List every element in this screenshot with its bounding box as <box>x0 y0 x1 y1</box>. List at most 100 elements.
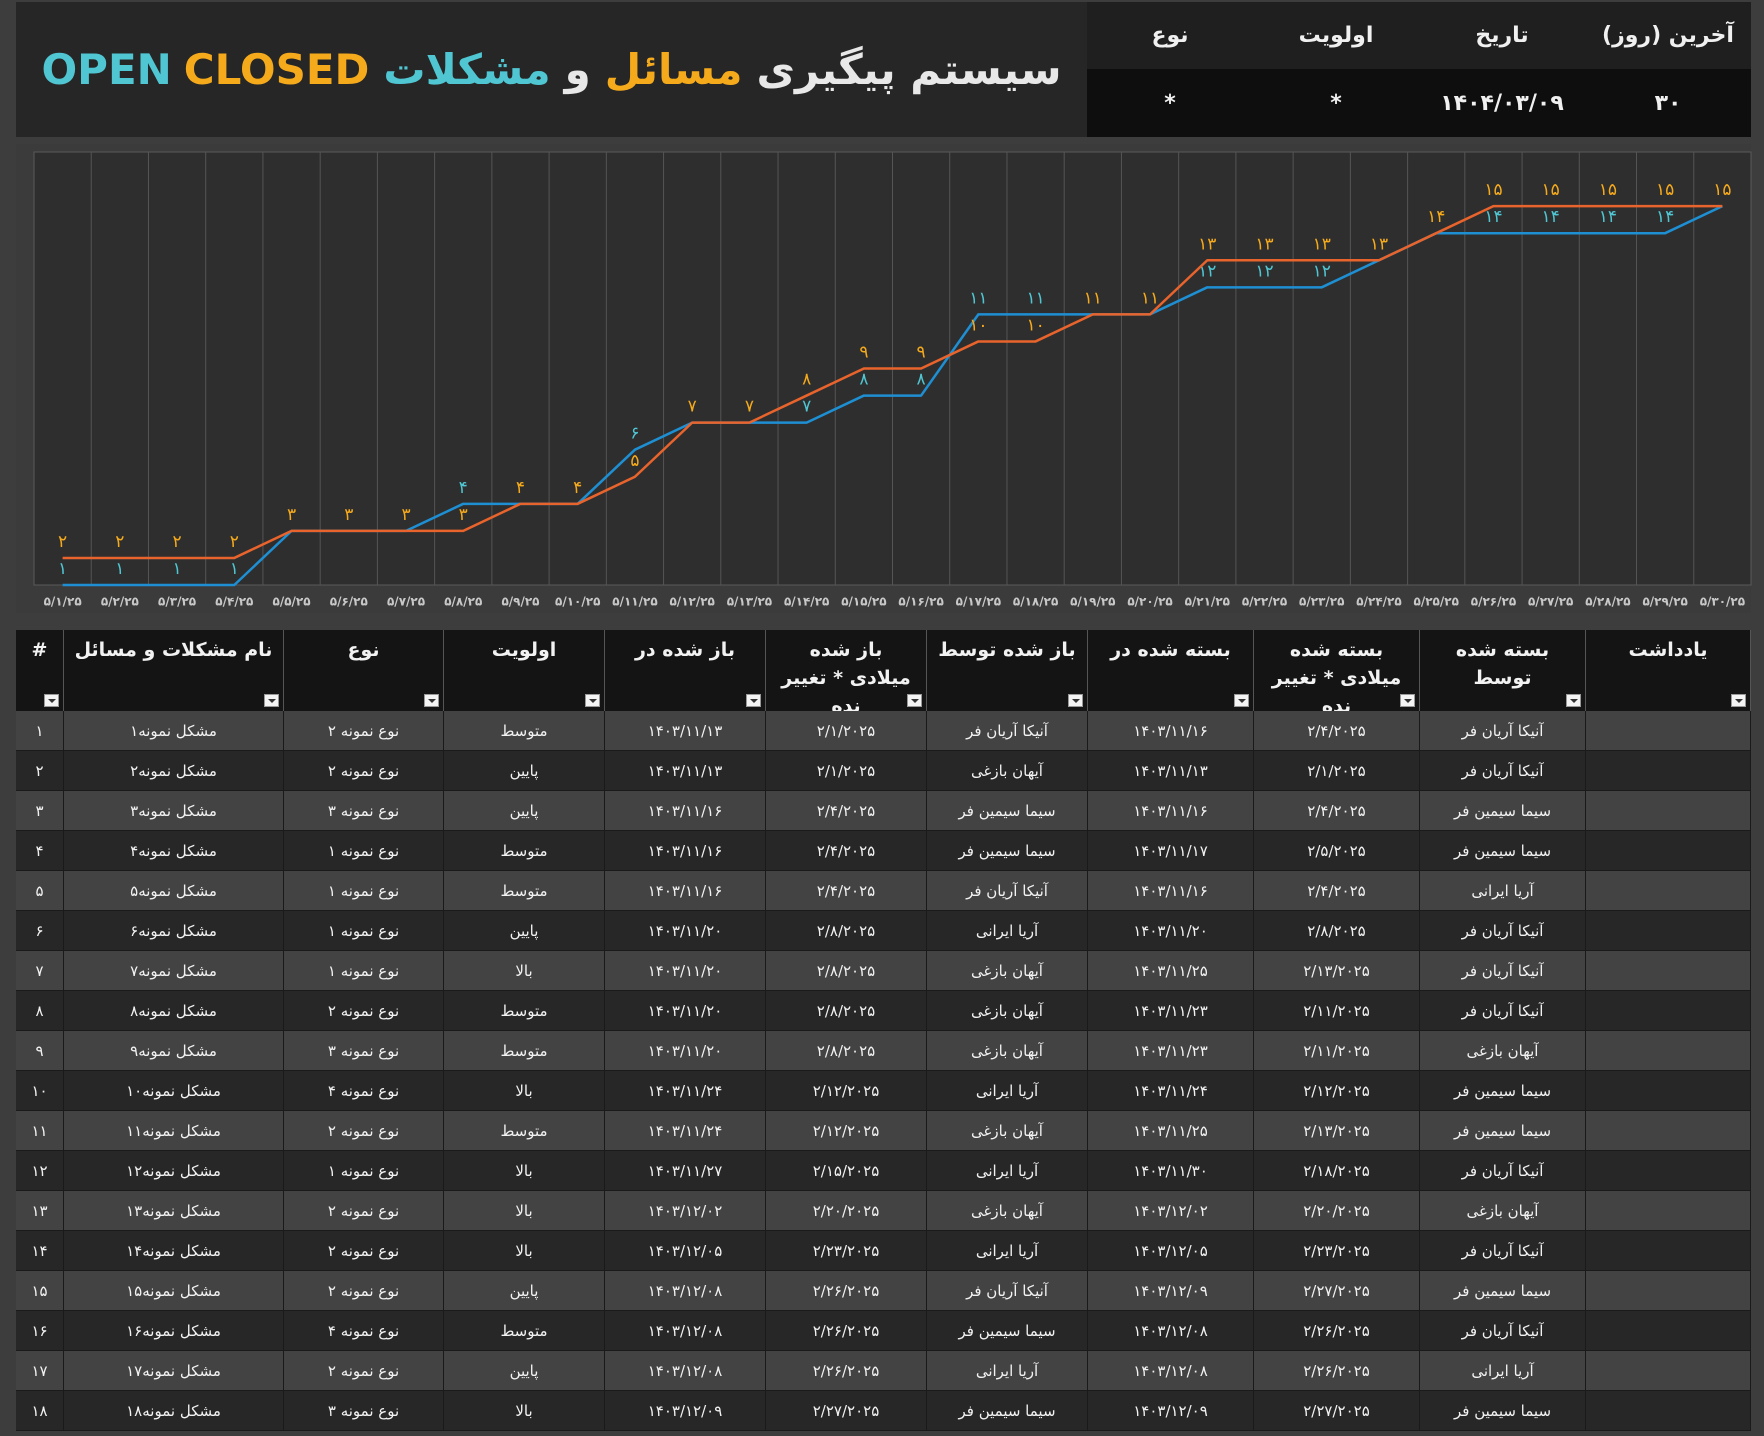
x-tick-label: ۵/۱۶/۲۵ <box>898 595 943 609</box>
filter-value: ۱۴۰۴/۰۳/۰۹ <box>1419 69 1585 137</box>
table-cell: نوع نمونه ۴ <box>284 1311 444 1351</box>
table-cell: سیما سیمین فر <box>927 1311 1088 1351</box>
column-header-text: اولویت <box>491 639 557 661</box>
column-header-text: نام مشکلات و مسائل <box>74 639 273 661</box>
table-cell: نوع نمونه ۲ <box>284 991 444 1031</box>
table-cell: نوع نمونه ۲ <box>284 1351 444 1391</box>
column-header: باز شده در <box>605 630 766 711</box>
title-part: مشکلات <box>383 45 551 94</box>
filter-button[interactable] <box>44 694 59 707</box>
x-tick-label: ۵/۲۱/۲۵ <box>1185 595 1230 609</box>
filter-button[interactable] <box>746 694 761 707</box>
table-cell: مشکل نمونه۱۴ <box>64 1231 284 1271</box>
table-row <box>16 751 1751 791</box>
table-cell: نوع نمونه ۳ <box>284 1031 444 1071</box>
table-cell: ۱۴۰۳/۱۲/۰۵ <box>1088 1231 1254 1271</box>
table-cell: بالا <box>444 1231 605 1271</box>
filter-button[interactable] <box>264 694 279 707</box>
filter-button[interactable] <box>1566 694 1581 707</box>
table-cell: ۱۱ <box>16 1111 64 1151</box>
table-cell: ۱۴۰۳/۱۱/۱۳ <box>605 751 766 791</box>
table-cell: ۱۴۰۳/۱۱/۲۰ <box>605 911 766 951</box>
table-cell: بالا <box>444 1151 605 1191</box>
filter-button[interactable] <box>585 694 600 707</box>
table-cell: ۱۳ <box>16 1191 64 1231</box>
table-cell: ۲/۸/۲۰۲۵ <box>766 1031 927 1071</box>
table-cell: آنیکا آریان فر <box>927 711 1088 751</box>
title-part: مسائل <box>604 45 743 94</box>
table-cell: آنیکا آریان فر <box>1420 951 1586 991</box>
x-tick-label: ۵/۱۸/۲۵ <box>1013 595 1058 609</box>
table-cell: آنیکا آریان فر <box>927 871 1088 911</box>
table-cell: ۱۴۰۳/۱۱/۱۶ <box>1088 871 1254 911</box>
table-cell: پایین <box>444 791 605 831</box>
filter-button[interactable] <box>1731 694 1746 707</box>
table-cell: آیهان بازغی <box>927 751 1088 791</box>
table-cell: نوع نمونه ۳ <box>284 791 444 831</box>
table-cell: مشکل نمونه۱۷ <box>64 1351 284 1391</box>
data-label: ۸ <box>917 370 926 390</box>
table-cell: پایین <box>444 1271 605 1311</box>
filter-button[interactable] <box>1068 694 1083 707</box>
table-cell: ۱۴۰۳/۱۱/۱۷ <box>1088 831 1254 871</box>
column-header: اولویت <box>444 630 605 711</box>
column-header: بسته شده در <box>1088 630 1254 711</box>
column-header-text: باز شده در <box>634 639 735 661</box>
table-cell: ۳ <box>16 791 64 831</box>
table-cell: ۱۴ <box>16 1231 64 1271</box>
table-cell: سیما سیمین فر <box>1420 791 1586 831</box>
table-cell: ۲/۱۲/۲۰۲۵ <box>766 1071 927 1111</box>
data-label: ۱۵ <box>1484 180 1502 200</box>
table-cell-empty <box>1586 1271 1751 1311</box>
table-cell: ۶ <box>16 911 64 951</box>
x-tick-label: ۵/۱۲/۲۵ <box>669 595 714 609</box>
filter-header: نوع <box>1087 2 1253 69</box>
table-cell: ۸ <box>16 991 64 1031</box>
column-header-text: باز شده میلادی * تغییر نده <box>781 639 911 717</box>
table-cell: ۲/۱۲/۲۰۲۵ <box>766 1111 927 1151</box>
table-cell: ۱۴۰۳/۱۱/۲۵ <box>1088 1111 1254 1151</box>
table-cell: ۱۴۰۳/۱۱/۲۴ <box>605 1071 766 1111</box>
table-cell: ۱۰ <box>16 1071 64 1111</box>
filter-button[interactable] <box>907 694 922 707</box>
data-label: ۴ <box>516 478 525 498</box>
table-cell: ۱۴۰۳/۱۲/۰۸ <box>605 1311 766 1351</box>
filter-header: آخرین (روز) <box>1585 2 1751 69</box>
data-label: ۱ <box>58 559 67 579</box>
table-cell: سیما سیمین فر <box>927 1391 1088 1431</box>
data-label: ۶ <box>630 424 639 444</box>
column-header: باز شده میلادی * تغییر نده <box>766 630 927 717</box>
table-cell: بالا <box>444 1191 605 1231</box>
table-row <box>16 911 1751 951</box>
table-cell: ۲/۸/۲۰۲۵ <box>1254 911 1420 951</box>
table-cell: ۱۴۰۳/۱۱/۲۴ <box>605 1111 766 1151</box>
filter-button[interactable] <box>1400 694 1415 707</box>
table-cell: آنیکا آریان فر <box>1420 1231 1586 1271</box>
table-cell: متوسط <box>444 711 605 751</box>
table-cell: مشکل نمونه۱۵ <box>64 1271 284 1311</box>
table-cell-empty <box>1586 911 1751 951</box>
table-cell: سیما سیمین فر <box>1420 1271 1586 1311</box>
data-label: ۲ <box>230 532 239 552</box>
table-cell: آنیکا آریان فر <box>1420 991 1586 1031</box>
table-cell: آریا ایرانی <box>927 1231 1088 1271</box>
table-cell: مشکل نمونه۸ <box>64 991 284 1031</box>
table-row <box>16 951 1751 991</box>
table-cell-empty <box>1586 1191 1751 1231</box>
x-tick-label: ۵/۱۴/۲۵ <box>784 595 829 609</box>
table-cell: نوع نمونه ۲ <box>284 1191 444 1231</box>
table-cell: پایین <box>444 751 605 791</box>
column-header: باز شده توسط <box>927 630 1088 711</box>
table-cell: آنیکا آریان فر <box>1420 1311 1586 1351</box>
data-label: ۷ <box>802 397 811 417</box>
table-cell: ۱۴۰۳/۱۲/۰۲ <box>1088 1191 1254 1231</box>
table-cell: ۱۴۰۳/۱۲/۰۹ <box>1088 1391 1254 1431</box>
filter-button[interactable] <box>1234 694 1249 707</box>
table-cell-empty <box>1586 711 1751 751</box>
filter-button[interactable] <box>424 694 439 707</box>
table-cell-empty <box>1586 1311 1751 1351</box>
table-row <box>16 991 1751 1031</box>
chart: ۵/۱/۲۵ ۵/۲/۲۵ ۵/۳/۲۵ ۵/۴/۲۵ ۵/۵/۲۵ ۵/۶/۲۵ ۵/۷/… <box>16 144 1752 613</box>
table-cell: متوسط <box>444 1111 605 1151</box>
table-cell: مشکل نمونه۱۰ <box>64 1071 284 1111</box>
